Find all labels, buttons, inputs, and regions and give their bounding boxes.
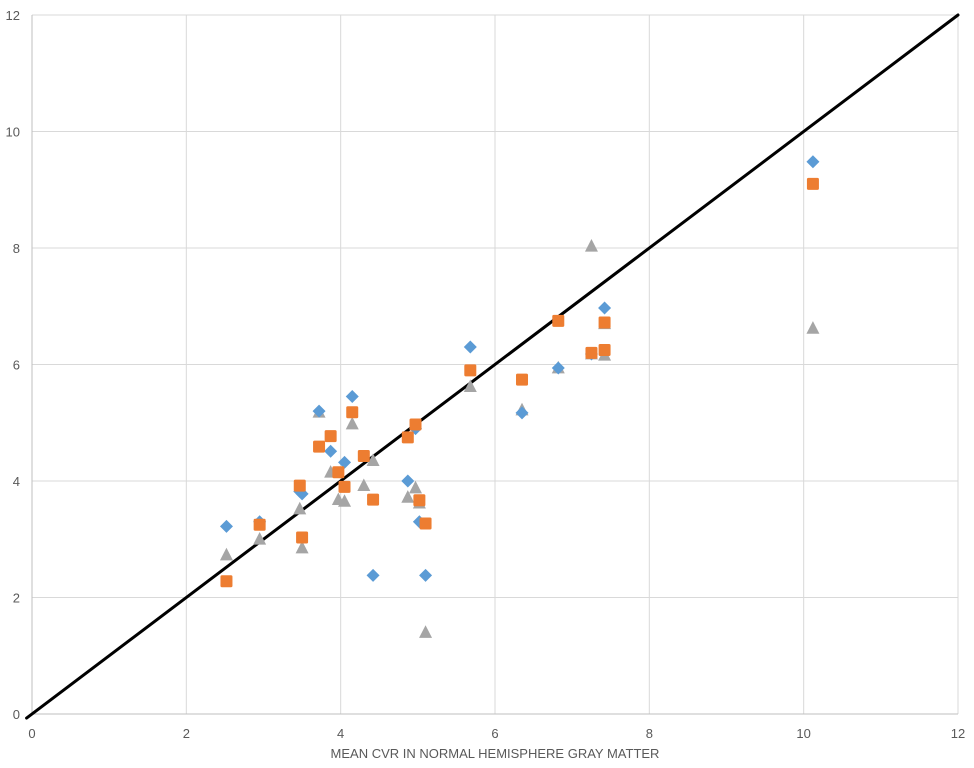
square-point [409, 418, 422, 431]
square-point [806, 177, 819, 190]
triangle-point [295, 540, 309, 554]
identity-line-layer [25, 13, 960, 720]
triangle-point [401, 490, 415, 503]
diamond-point [338, 455, 352, 469]
square-point [419, 517, 432, 530]
triangle-point [345, 416, 359, 430]
x-tick-label: 6 [491, 726, 498, 741]
triangle-point [253, 532, 267, 545]
square-point [464, 364, 477, 377]
y-tick-label: 8 [13, 241, 20, 256]
square-point [324, 430, 337, 443]
y-tick-label: 12 [6, 8, 20, 23]
square-point [220, 575, 233, 588]
data-series [219, 155, 820, 638]
diamond-point [324, 444, 338, 458]
square-point [296, 531, 309, 544]
triangle-point [293, 501, 307, 515]
square-point [552, 314, 565, 327]
square-point [585, 346, 598, 359]
series-diamond [219, 155, 820, 582]
diamond-point [463, 340, 477, 354]
series-triangle [219, 239, 820, 638]
diamond-point [551, 361, 565, 375]
identity-line [25, 13, 960, 720]
x-tick-label: 8 [646, 726, 653, 741]
y-tick-label: 4 [13, 474, 20, 489]
triangle-point [366, 453, 380, 467]
diamond-point [598, 301, 612, 315]
x-tick-label: 0 [28, 726, 35, 741]
square-point [598, 316, 611, 329]
diamond-point [219, 519, 233, 533]
square-point [367, 493, 380, 506]
y-tick-label: 10 [6, 125, 20, 140]
gridlines [31, 14, 959, 715]
triangle-point [419, 625, 433, 638]
square-point [293, 479, 306, 492]
square-point [401, 431, 414, 444]
tick-labels: 0 2 4 6 8 10 12 0 2 4 6 8 10 12 [6, 8, 966, 741]
square-point [413, 494, 426, 507]
triangle-point [219, 547, 233, 561]
series-square [220, 177, 819, 588]
square-point [346, 406, 359, 419]
diamond-point [806, 155, 820, 169]
square-point [332, 466, 345, 479]
square-point [313, 440, 326, 453]
y-tick-label: 0 [13, 707, 20, 722]
x-tick-label: 4 [337, 726, 344, 741]
y-tick-label: 6 [13, 358, 20, 373]
diamond-point [419, 568, 433, 582]
x-tick-label: 10 [796, 726, 810, 741]
triangle-point [806, 321, 820, 334]
square-point [516, 373, 529, 386]
diamond-point [401, 474, 415, 488]
x-tick-label: 2 [183, 726, 190, 741]
triangle-point [584, 239, 598, 252]
x-axis-title: MEAN CVR IN NORMAL HEMISPHERE GRAY MATTE… [331, 746, 660, 761]
triangle-point [463, 379, 477, 393]
diamond-point [366, 568, 380, 582]
diamond-point [312, 404, 326, 418]
y-tick-label: 2 [13, 591, 20, 606]
square-point [338, 480, 351, 493]
diamond-point [345, 390, 359, 404]
triangle-point [338, 494, 352, 507]
x-tick-label: 12 [951, 726, 965, 741]
diamond-point [515, 406, 529, 420]
square-point [253, 518, 266, 531]
square-point [598, 343, 611, 356]
square-point [357, 449, 370, 462]
triangle-point [409, 480, 423, 494]
triangle-point [357, 478, 371, 492]
